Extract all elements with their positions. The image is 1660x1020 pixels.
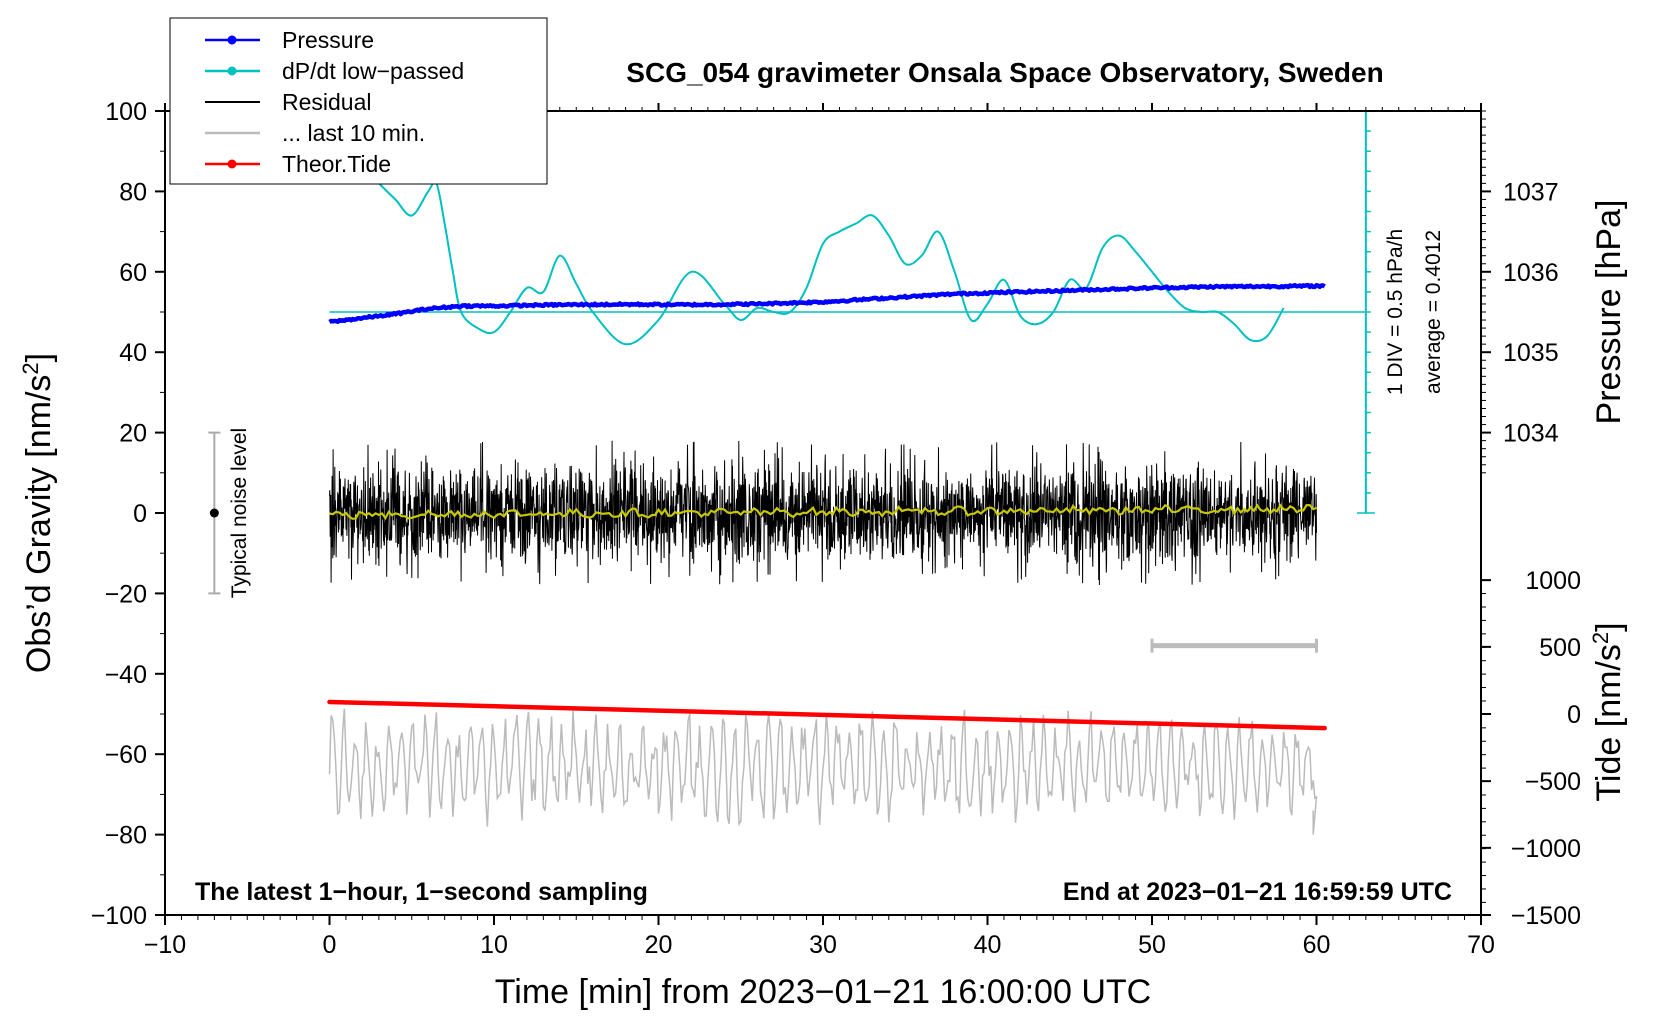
dpdt-div-label: 1 DIV = 0.5 hPa/h	[1384, 229, 1407, 395]
legend-label: ... last 10 min.	[282, 120, 425, 146]
y-axis-tide-title-sup: 2	[1588, 632, 1613, 644]
x-tick-label: 20	[645, 931, 673, 959]
x-tick-label: 50	[1138, 931, 1166, 959]
noise-level-label: Typical noise level	[228, 428, 251, 598]
tide-tick-label: −1500	[1511, 902, 1581, 930]
tide-tick-label: 0	[1567, 701, 1581, 729]
y-axis-left-title-close: ]	[20, 353, 58, 362]
axis-tick-labels: −10 0 10 20 30 40 50 60 70100806040200−20−40−60−…	[91, 98, 1581, 959]
residual-smoothed-series	[329, 503, 1317, 521]
y-tick-label: 0	[133, 500, 147, 528]
y-axis-left-title: Obs’d Gravity [nm/s2]	[18, 353, 58, 673]
legend-marker	[227, 159, 237, 169]
x-tick-label: −10	[144, 931, 186, 959]
legend-label: Pressure	[282, 27, 374, 53]
y-axis-tide-title-close: ]	[1590, 622, 1628, 631]
legend-marker	[227, 35, 237, 45]
pressure-tick-label: 1037	[1503, 178, 1559, 206]
legend-entry: dP/dt low−passed	[205, 58, 464, 84]
noise-level-center-dot	[209, 508, 219, 518]
pressure-series	[328, 282, 1326, 324]
dpdt-average-label: average = 0.4012	[1422, 230, 1445, 394]
legend-label: Residual	[282, 89, 372, 115]
y-tick-label: −60	[105, 741, 147, 769]
y-tick-label: 40	[119, 339, 147, 367]
legend-entry: Theor.Tide	[205, 151, 391, 177]
tide-tick-label: 1000	[1525, 567, 1581, 595]
legend: Pressure dP/dt low−passed Residual ... last…	[169, 17, 548, 185]
sampling-annotation: The latest 1−hour, 1−second sampling	[195, 878, 648, 906]
y-tick-label: 80	[119, 178, 147, 206]
end-time-annotation: End at 2023−01−21 16:59:59 UTC	[1063, 878, 1452, 906]
legend-entry: ... last 10 min.	[205, 120, 425, 146]
tide-tick-label: −1000	[1511, 835, 1581, 863]
tide-tick-label: −500	[1525, 768, 1581, 796]
y-tick-label: 20	[119, 420, 147, 448]
y-axis-left-title-main: Obs’d Gravity [nm/s	[20, 375, 58, 674]
x-tick-label: 0	[323, 931, 337, 959]
legend-entry: Pressure	[205, 27, 374, 53]
x-axis-title: Time [min] from 2023−01−21 16:00:00 UTC	[495, 973, 1151, 1011]
y-tick-label: −20	[105, 580, 147, 608]
grey-last-10-min-trace	[328, 708, 1318, 835]
x-tick-label: 30	[809, 931, 837, 959]
plot-frame	[164, 110, 1482, 916]
x-tick-label: 10	[480, 931, 508, 959]
y-tick-label: −100	[91, 902, 147, 930]
y-tick-label: −40	[105, 661, 147, 689]
residual-series	[329, 440, 1317, 586]
pressure-tick-label: 1034	[1503, 420, 1559, 448]
legend-marker	[227, 66, 237, 76]
y-tick-label: 100	[105, 98, 147, 126]
y-axis-tide-title: Tide [nm/s2]	[1588, 622, 1628, 801]
theor-tide-series	[327, 699, 1327, 731]
x-tick-label: 40	[974, 931, 1002, 959]
legend-label: Theor.Tide	[282, 151, 391, 177]
y-axis-left-title-sup: 2	[18, 362, 43, 374]
y-tick-label: 60	[119, 259, 147, 287]
data-series	[208, 110, 1375, 835]
legend-label: dP/dt low−passed	[282, 58, 464, 84]
chart-title: SCG_054 gravimeter Onsala Space Observat…	[626, 57, 1383, 88]
y-axis-pressure-title: Pressure [hPa]	[1590, 200, 1628, 425]
pressure-tick-label: 1035	[1503, 339, 1559, 367]
pressure-tick-label: 1036	[1503, 259, 1559, 287]
y-axis-tide-title-main: Tide [nm/s	[1590, 644, 1628, 801]
y-tick-label: −80	[105, 822, 147, 850]
dpdt-series	[378, 180, 1285, 346]
x-tick-label: 60	[1303, 931, 1331, 959]
legend-entry: Residual	[205, 89, 372, 115]
x-tick-label: 70	[1467, 931, 1495, 959]
tide-tick-label: 500	[1539, 634, 1581, 662]
